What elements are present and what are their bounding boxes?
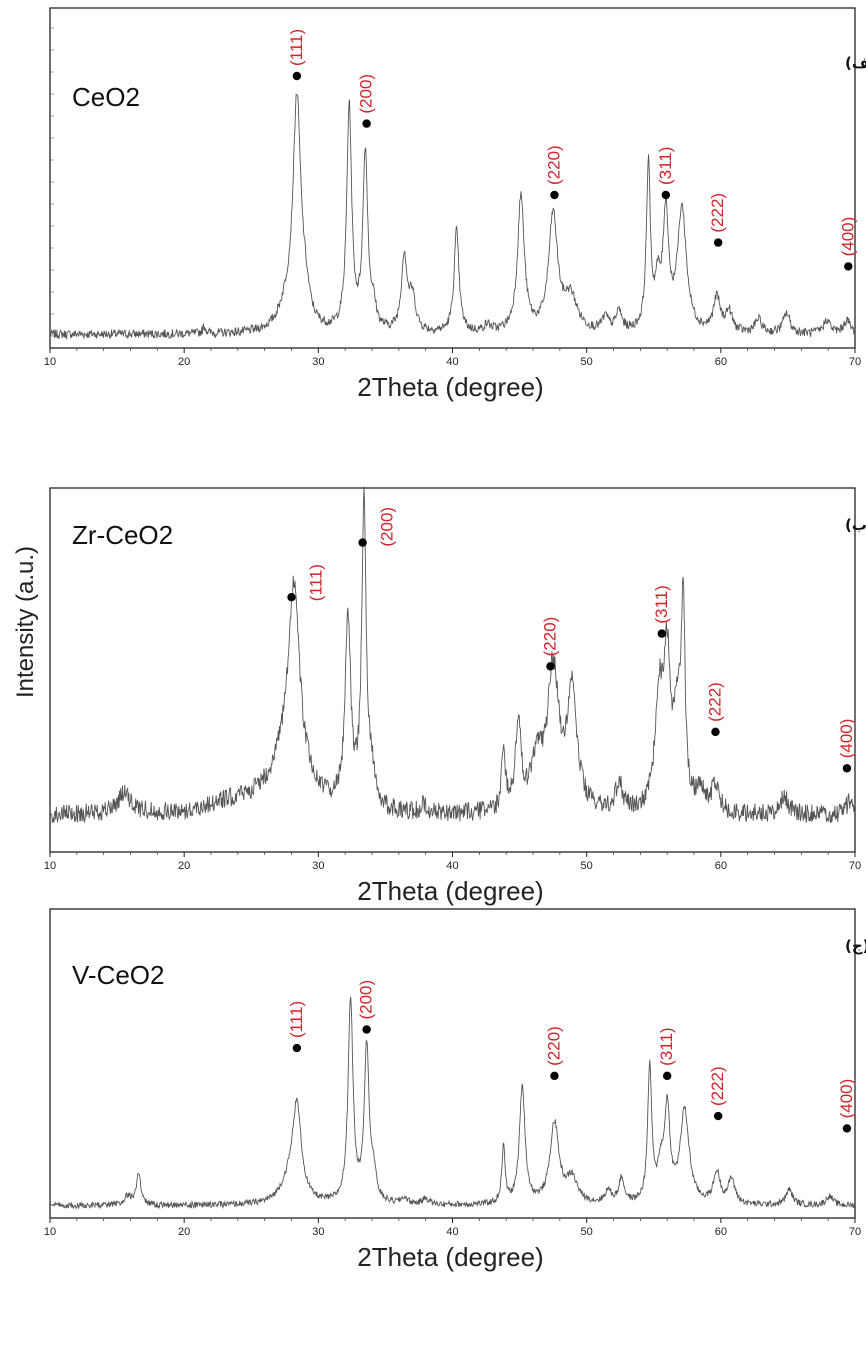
hkl-label: (400) — [837, 1079, 856, 1119]
peak-marker-dot — [844, 262, 853, 271]
peak-marker-dot — [713, 1111, 723, 1121]
peak-marker-dot — [292, 1043, 302, 1053]
hkl-label: (200) — [357, 74, 376, 114]
peak-marker-dot — [550, 1071, 559, 1081]
panel-letter: (ج) — [845, 937, 866, 955]
peak-marker-dot — [713, 238, 723, 247]
x-tick-label: 50 — [581, 860, 593, 872]
sample-label: V-CeO2 — [72, 960, 165, 990]
diffraction-pattern — [49, 94, 856, 340]
sample-label: Zr-CeO2 — [72, 520, 173, 550]
hkl-label: (220) — [544, 1026, 563, 1066]
peak-marker-dot — [292, 71, 302, 81]
hkl-label: (311) — [657, 1027, 676, 1065]
peak-marker-dot — [661, 190, 671, 200]
hkl-label: (111) — [307, 564, 326, 601]
x-tick-label: 30 — [312, 860, 324, 872]
x-tick-label: 20 — [178, 1226, 190, 1238]
hkl-label: (111) — [287, 1001, 306, 1038]
x-tick-label: 20 — [178, 356, 190, 368]
x-tick-label: 60 — [715, 1226, 727, 1238]
x-tick-label: 30 — [312, 356, 324, 368]
hkl-label: (200) — [357, 980, 376, 1020]
peak-marker-dot — [362, 119, 371, 128]
x-axis-title: 2Theta (degree) — [357, 876, 543, 906]
x-tick-label: 50 — [581, 1226, 593, 1238]
peak-marker-dot — [362, 1025, 371, 1034]
panel-zr-ceo2: 10 20 30 40 50 60 70 2Theta (degree) Zr-CeO2 (ب) (… — [44, 486, 866, 906]
panel-v-ceo2: 10 20 30 40 50 60 70 2Theta (degree) V-CeO2 (ج) (1… — [44, 908, 866, 1272]
hkl-label: (111) — [287, 29, 306, 66]
panel-letter: (الف) — [845, 54, 866, 72]
peak-marker-dot — [657, 629, 666, 638]
sample-label: CeO2 — [72, 82, 140, 112]
y-axis-title: Intensity (a.u.) — [12, 546, 39, 698]
peak-marker-dot — [842, 764, 852, 773]
peak-marker-dot — [287, 593, 296, 602]
x-tick-label: 30 — [312, 1226, 324, 1238]
x-tick-label: 10 — [44, 356, 56, 368]
hkl-label: (400) — [837, 719, 856, 759]
x-tick-label: 40 — [446, 860, 458, 872]
peak-marker-dot — [358, 538, 367, 547]
hkl-label: (222) — [708, 193, 727, 233]
hkl-label: (222) — [705, 682, 724, 722]
diffraction-pattern — [49, 996, 856, 1210]
x-tick-label: 70 — [849, 356, 861, 368]
hkl-label: (220) — [544, 145, 563, 185]
x-tick-label: 40 — [446, 356, 458, 368]
panel-ceo2: 10 20 30 40 50 60 70 2Theta (degree) CeO2 (الف) (1… — [44, 7, 866, 402]
diffraction-pattern — [49, 486, 856, 824]
x-tick-label: 60 — [715, 356, 727, 368]
x-axis-title: 2Theta (degree) — [357, 1242, 543, 1272]
x-tick-label: 40 — [446, 1226, 458, 1238]
panel-letter: (ب) — [845, 516, 866, 534]
x-tick-label: 10 — [44, 860, 56, 872]
hkl-label: (200) — [378, 507, 397, 547]
hkl-label: (311) — [656, 147, 675, 185]
hkl-label: (222) — [708, 1066, 727, 1106]
x-tick-label: 60 — [715, 860, 727, 872]
plot-frame — [49, 908, 856, 1219]
hkl-label: (400) — [838, 217, 857, 257]
x-tick-label: 70 — [849, 860, 861, 872]
x-tick-label: 70 — [849, 1226, 861, 1238]
x-axis-title: 2Theta (degree) — [357, 372, 543, 402]
x-tick-label: 50 — [581, 356, 593, 368]
peak-marker-dot — [662, 1071, 672, 1081]
peak-marker-dot — [842, 1124, 852, 1133]
peak-marker-dot — [711, 727, 720, 737]
hkl-label: (220) — [540, 617, 559, 657]
x-tick-label: 20 — [178, 860, 190, 872]
hkl-label: (311) — [652, 585, 671, 623]
peak-marker-dot — [550, 190, 559, 200]
x-tick-label: 10 — [44, 1226, 56, 1238]
peak-marker-dot — [546, 662, 555, 671]
